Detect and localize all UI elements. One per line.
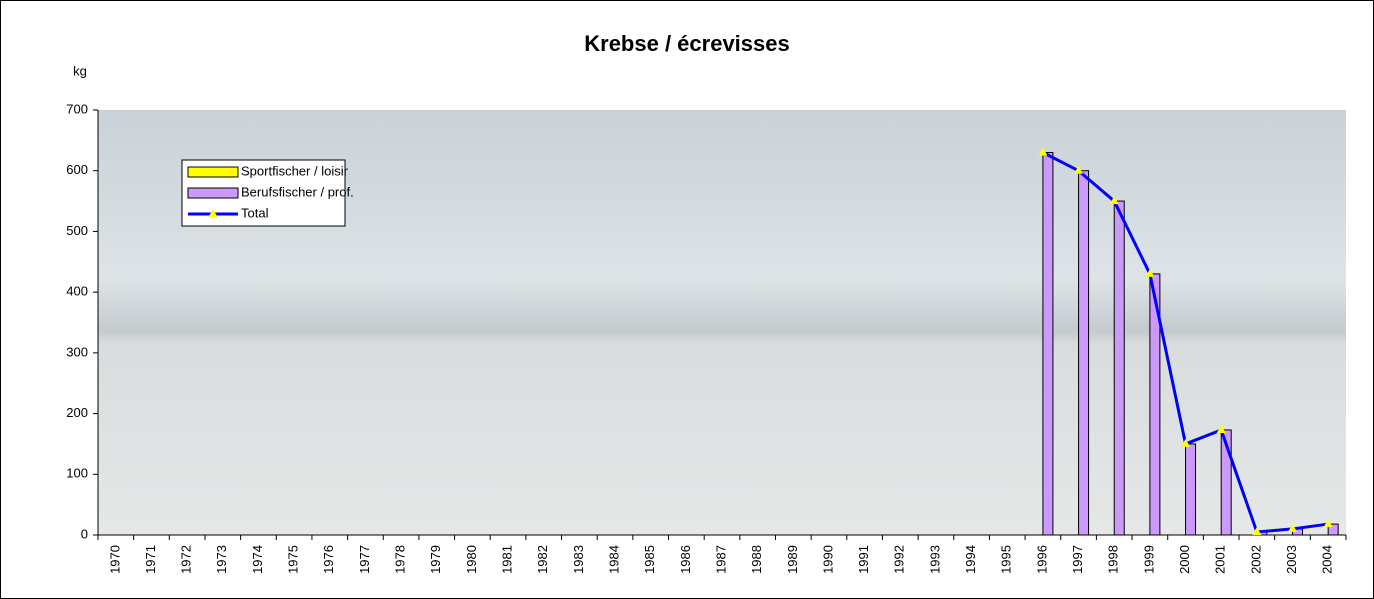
x-tick-label: 2003 bbox=[1284, 545, 1299, 574]
x-tick-label: 1980 bbox=[464, 545, 479, 574]
y-tick-label: 700 bbox=[66, 101, 88, 116]
y-tick-label: 0 bbox=[81, 526, 88, 541]
x-tick-label: 1999 bbox=[1141, 545, 1156, 574]
x-tick-label: 1990 bbox=[820, 545, 835, 574]
x-tick-label: 1979 bbox=[428, 545, 443, 574]
legend-label: Total bbox=[241, 205, 269, 220]
legend-label: Sportfischer / loisir bbox=[241, 163, 349, 178]
x-tick-label: 1978 bbox=[393, 545, 408, 574]
bar bbox=[1114, 201, 1124, 535]
x-tick-label: 1972 bbox=[179, 545, 194, 574]
x-tick-label: 1985 bbox=[642, 545, 657, 574]
x-tick-label: 1982 bbox=[535, 545, 550, 574]
x-tick-label: 1994 bbox=[963, 545, 978, 574]
x-tick-label: 1976 bbox=[321, 545, 336, 574]
x-tick-label: 1983 bbox=[571, 545, 586, 574]
y-axis-label: kg bbox=[73, 63, 87, 78]
x-tick-label: 2004 bbox=[1320, 545, 1335, 574]
y-tick-label: 600 bbox=[66, 162, 88, 177]
x-tick-label: 1995 bbox=[999, 545, 1014, 574]
y-tick-label: 300 bbox=[66, 344, 88, 359]
x-tick-label: 1977 bbox=[357, 545, 372, 574]
x-tick-label: 1974 bbox=[250, 545, 265, 574]
chart: Krebse / écrevisses kg 0 100 200 300 400 500 6… bbox=[0, 0, 1374, 599]
x-tick-label: 1993 bbox=[927, 545, 942, 574]
x-tick-label: 1975 bbox=[286, 545, 301, 574]
x-tick-label: 1970 bbox=[107, 545, 122, 574]
legend-swatch bbox=[188, 167, 238, 177]
legend-swatch bbox=[188, 188, 238, 198]
x-tick-label: 1988 bbox=[749, 545, 764, 574]
y-tick-label: 400 bbox=[66, 284, 88, 299]
x-tick-label: 2002 bbox=[1248, 545, 1263, 574]
x-tick-label: 1989 bbox=[785, 545, 800, 574]
x-tick-label: 1981 bbox=[499, 545, 514, 574]
x-tick-label: 1992 bbox=[892, 545, 907, 574]
x-tick-label: 1973 bbox=[214, 545, 229, 574]
bar bbox=[1043, 153, 1053, 536]
y-tick-label: 500 bbox=[66, 223, 88, 238]
x-tick-label: 1971 bbox=[143, 545, 158, 574]
x-tick-label: 1997 bbox=[1070, 545, 1085, 574]
bar bbox=[1186, 444, 1196, 535]
bar bbox=[1079, 171, 1089, 535]
x-tick-label: 2000 bbox=[1177, 545, 1192, 574]
x-tick-label: 1984 bbox=[606, 545, 621, 574]
y-tick-label: 200 bbox=[66, 405, 88, 420]
x-tick-label: 1986 bbox=[678, 545, 693, 574]
x-tick-label: 1996 bbox=[1034, 545, 1049, 574]
x-tick-label: 1987 bbox=[713, 545, 728, 574]
legend-label: Berufsfischer / prof. bbox=[241, 184, 354, 199]
x-tick-label: 2001 bbox=[1213, 545, 1228, 574]
x-tick-label: 1991 bbox=[856, 545, 871, 574]
x-tick-label: 1998 bbox=[1106, 545, 1121, 574]
y-tick-label: 100 bbox=[66, 466, 88, 481]
chart-title: Krebse / écrevisses bbox=[584, 31, 790, 56]
